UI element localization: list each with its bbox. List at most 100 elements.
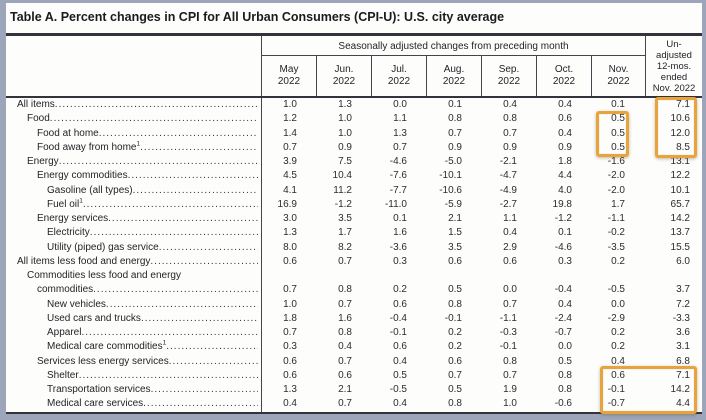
dot-leader [128,169,258,183]
cell-month-value: -0.1 [607,384,625,395]
cell-month-value: 0.7 [393,141,407,153]
table-row: Energy 3.9 7.5 -4.6 -5.0 -2.1 1.8 -1.6 13.1 [6,155,702,170]
cell-month-value: 16.9 [277,198,297,210]
cell-month-value: 0.6 [283,369,297,381]
cell-month-value: 0.6 [448,255,462,267]
cell-month-value: 1.3 [283,227,297,239]
cell-month-value: -2.9 [607,312,625,324]
cell-month-value: 4.5 [283,170,297,182]
header-month-sep: Sep. 2022 [482,56,537,96]
header-month-may: May 2022 [262,56,317,96]
cell-month-value: 0.2 [393,284,407,296]
row-label: Gasoline (all types) [6,183,262,198]
cell-month-value: 0.2 [448,341,462,353]
cell-month-value: -7.6 [389,170,407,182]
cell-month-value: -5.0 [444,156,462,167]
cell-month-value: 0.8 [448,298,462,310]
table-row: Commodities less food and energy commodit… [6,269,702,298]
cell-month-value: 11.2 [333,184,352,196]
cell-month-value: 0.4 [558,298,572,310]
dot-leader [50,112,258,126]
cell-12mo-value: 14.2 [670,384,690,395]
cell-month-value: 0.6 [283,355,297,367]
table-row: Electricity 1.3 1.7 1.6 1.5 0.4 0.1 -0.2 13.7 [6,226,702,241]
cell-month-value: -0.1 [389,327,407,338]
cell-12mo-value: -3.3 [672,312,690,324]
cell-month-value: -0.6 [554,398,572,410]
cell-month-value: -0.7 [554,327,572,338]
cell-month-value: 0.6 [283,255,297,267]
cell-month-value: 0.7 [283,327,297,338]
row-label: Medical care commodities1 [6,340,262,355]
dot-leader [83,198,258,212]
dot-leader [106,298,258,312]
cell-month-value: 1.1 [393,113,407,125]
cell-month-value: -0.2 [607,227,625,239]
table-bottom-rule [6,411,702,414]
row-label: Used cars and trucks [6,311,262,326]
header-month-jun: Jun. 2022 [317,56,372,96]
header-unadjusted-12mo: Un- adjusted 12-mos. ended Nov. 2022 [645,36,702,96]
row-label: Transportation services [6,383,262,398]
cell-month-value: 1.1 [503,213,517,224]
cell-month-value: 0.2 [611,327,625,338]
cell-month-value: 2.1 [448,213,462,224]
cell-month-value: -7.7 [389,184,407,196]
cell-12mo-value: 12.2 [670,170,690,182]
table-row: Apparel 0.7 0.8 -0.1 0.2 -0.3 -0.7 0.2 3.6 [6,326,702,341]
cell-month-value: 0.8 [558,369,572,381]
cell-month-value: 0.3 [558,255,572,267]
dot-leader [169,355,258,369]
cell-month-value: 0.7 [338,298,352,310]
header-bottom-rule [6,96,702,98]
dot-leader [79,369,258,383]
cell-month-value: 0.2 [611,341,625,353]
header-month-nov: Nov. 2022 [607,64,630,87]
cell-month-value: 0.4 [503,227,517,239]
cell-month-value: 7.5 [338,156,352,167]
cell-month-value: 0.6 [393,341,407,353]
cell-month-value: 0.0 [503,284,517,296]
row-label: Energy [6,155,262,170]
cell-month-value: 0.9 [503,141,517,153]
cell-month-value: 0.1 [393,213,407,224]
table-row: Energy services 3.0 3.5 0.1 2.1 1.1 -1.2 -1.1 14… [6,212,702,227]
cell-month-value: 0.7 [503,369,517,381]
cell-month-value: 0.7 [448,369,462,381]
table-row: Utility (piped) gas service 8.0 8.2 -3.6 3.5… [6,240,702,255]
cell-12mo-value: 13.7 [670,227,690,239]
cell-month-value: -2.0 [607,170,625,182]
cell-month-value: 0.4 [558,127,572,139]
row-label: Electricity [6,226,262,241]
cell-month-value: 0.4 [503,99,517,110]
cell-month-value: 0.7 [338,355,352,367]
cell-month-value: 0.3 [283,341,297,353]
header-month-jul: Jul. 2022 [372,56,427,96]
cell-12mo-value: 13.1 [670,156,690,167]
cell-month-value: 0.8 [448,113,462,125]
table-row: Transportation services 1.3 2.1 -0.5 0.5 1.9 0… [6,383,702,398]
cell-month-value: 0.3 [393,255,407,267]
cell-month-value: 0.9 [338,141,352,153]
header-month-oct: Oct. 2022 [537,56,592,96]
cell-month-value: 1.0 [503,398,517,410]
cell-month-value: 0.6 [393,298,407,310]
cell-month-value: 1.9 [503,384,517,395]
cell-month-value: 1.3 [338,99,352,110]
table-header: Seasonally adjusted changes from precedi… [6,36,702,96]
cell-month-value: 0.1 [611,99,625,110]
cpi-table-page: Table A. Percent changes in CPI for All … [6,3,702,414]
cell-month-value: -1.1 [607,213,625,224]
cell-month-value: 4.4 [558,170,572,182]
cell-12mo-value: 14.2 [670,213,690,224]
cell-month-value: 1.7 [338,227,352,239]
cell-12mo-value: 8.5 [676,141,690,153]
header-stub-cell [6,36,262,96]
cell-month-value: 1.8 [558,156,572,167]
cell-month-value: 0.8 [448,398,462,410]
row-label: Fuel oil1 [6,197,262,212]
cell-month-value: 0.7 [503,127,517,139]
table-row: Used cars and trucks 1.8 1.6 -0.4 -0.1 -1.1 -2… [6,311,702,326]
cell-month-value: 0.7 [283,284,297,296]
table-row: Food at home 1.4 1.0 1.3 0.7 0.7 0.4 0.5 12.0 [6,126,702,141]
